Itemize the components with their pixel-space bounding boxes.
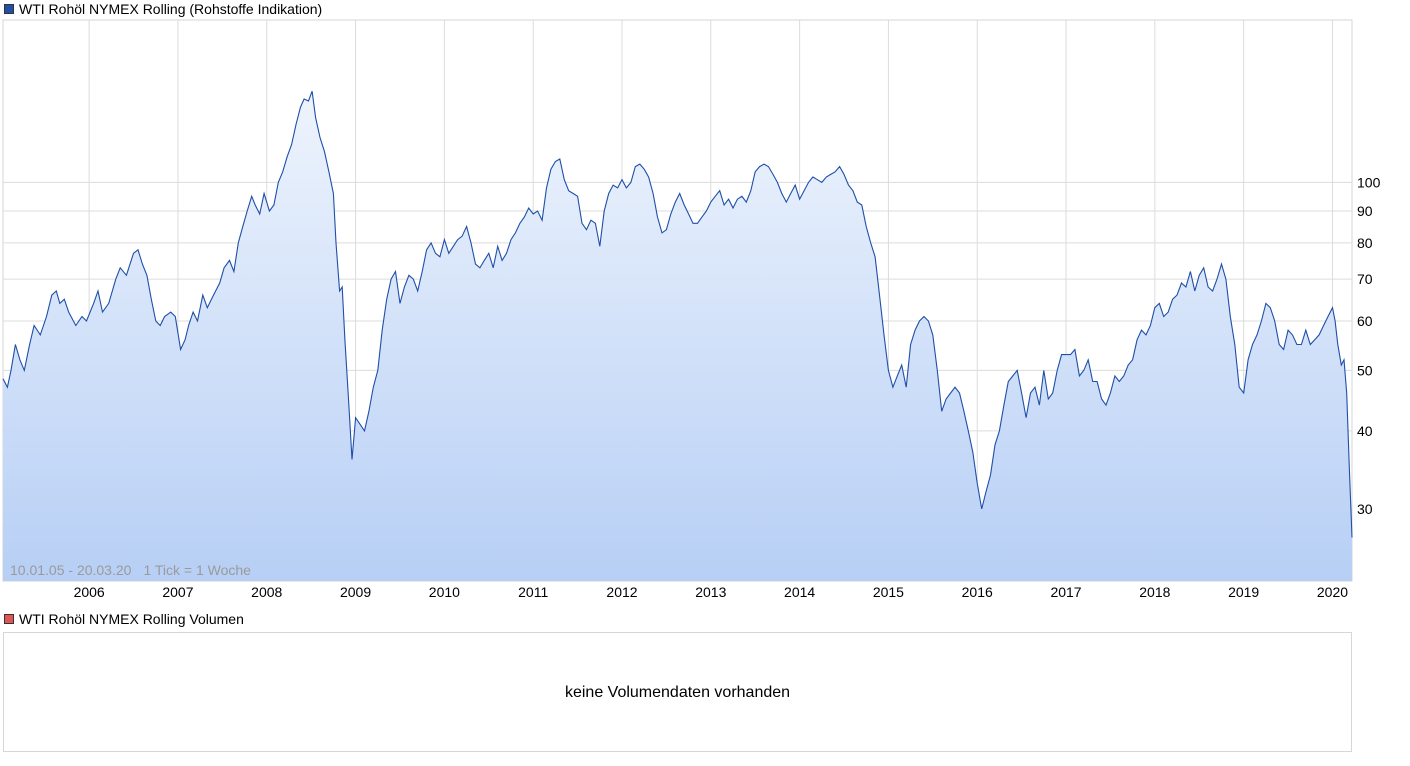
date-range-text: 10.01.05 - 20.03.20 [10,562,132,578]
price-chart-legend: WTI Rohöl NYMEX Rolling (Rohstoffe Indik… [4,1,322,17]
y-tick-label: 40 [1357,423,1373,439]
volume-chart-legend: WTI Rohöl NYMEX Rolling Volumen [4,611,244,627]
x-axis-labels: 2006 2007 2008 2009 2010 2011 2012 2013 2014 2015… [74,584,1349,600]
tick-interval-text: 1 Tick = 1 Woche [143,562,251,578]
x-tick-label: 2009 [340,584,371,600]
price-chart: 2006 2007 2008 2009 2010 2011 2012 2013 2014 2015… [2,19,1381,600]
volume-chart: keine Volumendaten vorhanden [3,632,1352,752]
price-legend-label: WTI Rohöl NYMEX Rolling (Rohstoffe Indik… [19,1,323,17]
y-tick-label: 100 [1357,174,1381,190]
x-tick-label: 2007 [162,584,193,600]
x-tick-label: 2011 [518,584,548,600]
y-tick-label: 50 [1357,362,1373,378]
x-tick-label: 2015 [873,584,904,600]
y-tick-label: 80 [1357,235,1373,251]
x-tick-label: 2017 [1050,584,1081,600]
y-tick-label: 70 [1357,271,1373,287]
x-tick-label: 2016 [962,584,993,600]
x-tick-label: 2013 [695,584,726,600]
y-tick-label: 30 [1357,501,1373,517]
y-tick-label: 90 [1357,203,1373,219]
x-tick-label: 2010 [429,584,460,600]
y-axis-labels: 30 40 50 60 70 80 90 100 [1357,174,1381,517]
volume-legend-swatch [4,614,14,624]
x-tick-label: 2020 [1317,584,1348,600]
x-tick-label: 2012 [606,584,637,600]
x-tick-label: 2006 [74,584,105,600]
price-area [3,91,1352,581]
y-tick-label: 60 [1357,313,1373,329]
x-tick-label: 2008 [251,584,282,600]
x-tick-label: 2018 [1139,584,1170,600]
x-tick-label: 2014 [784,584,815,600]
price-legend-swatch [4,4,14,14]
date-range-label: 10.01.05 - 20.03.20 1 Tick = 1 Woche [10,562,251,578]
volume-legend-label: WTI Rohöl NYMEX Rolling Volumen [19,611,244,627]
volume-empty-message: keine Volumendaten vorhanden [564,684,791,701]
price-series-line [2,91,1353,538]
x-tick-label: 2019 [1228,584,1259,600]
